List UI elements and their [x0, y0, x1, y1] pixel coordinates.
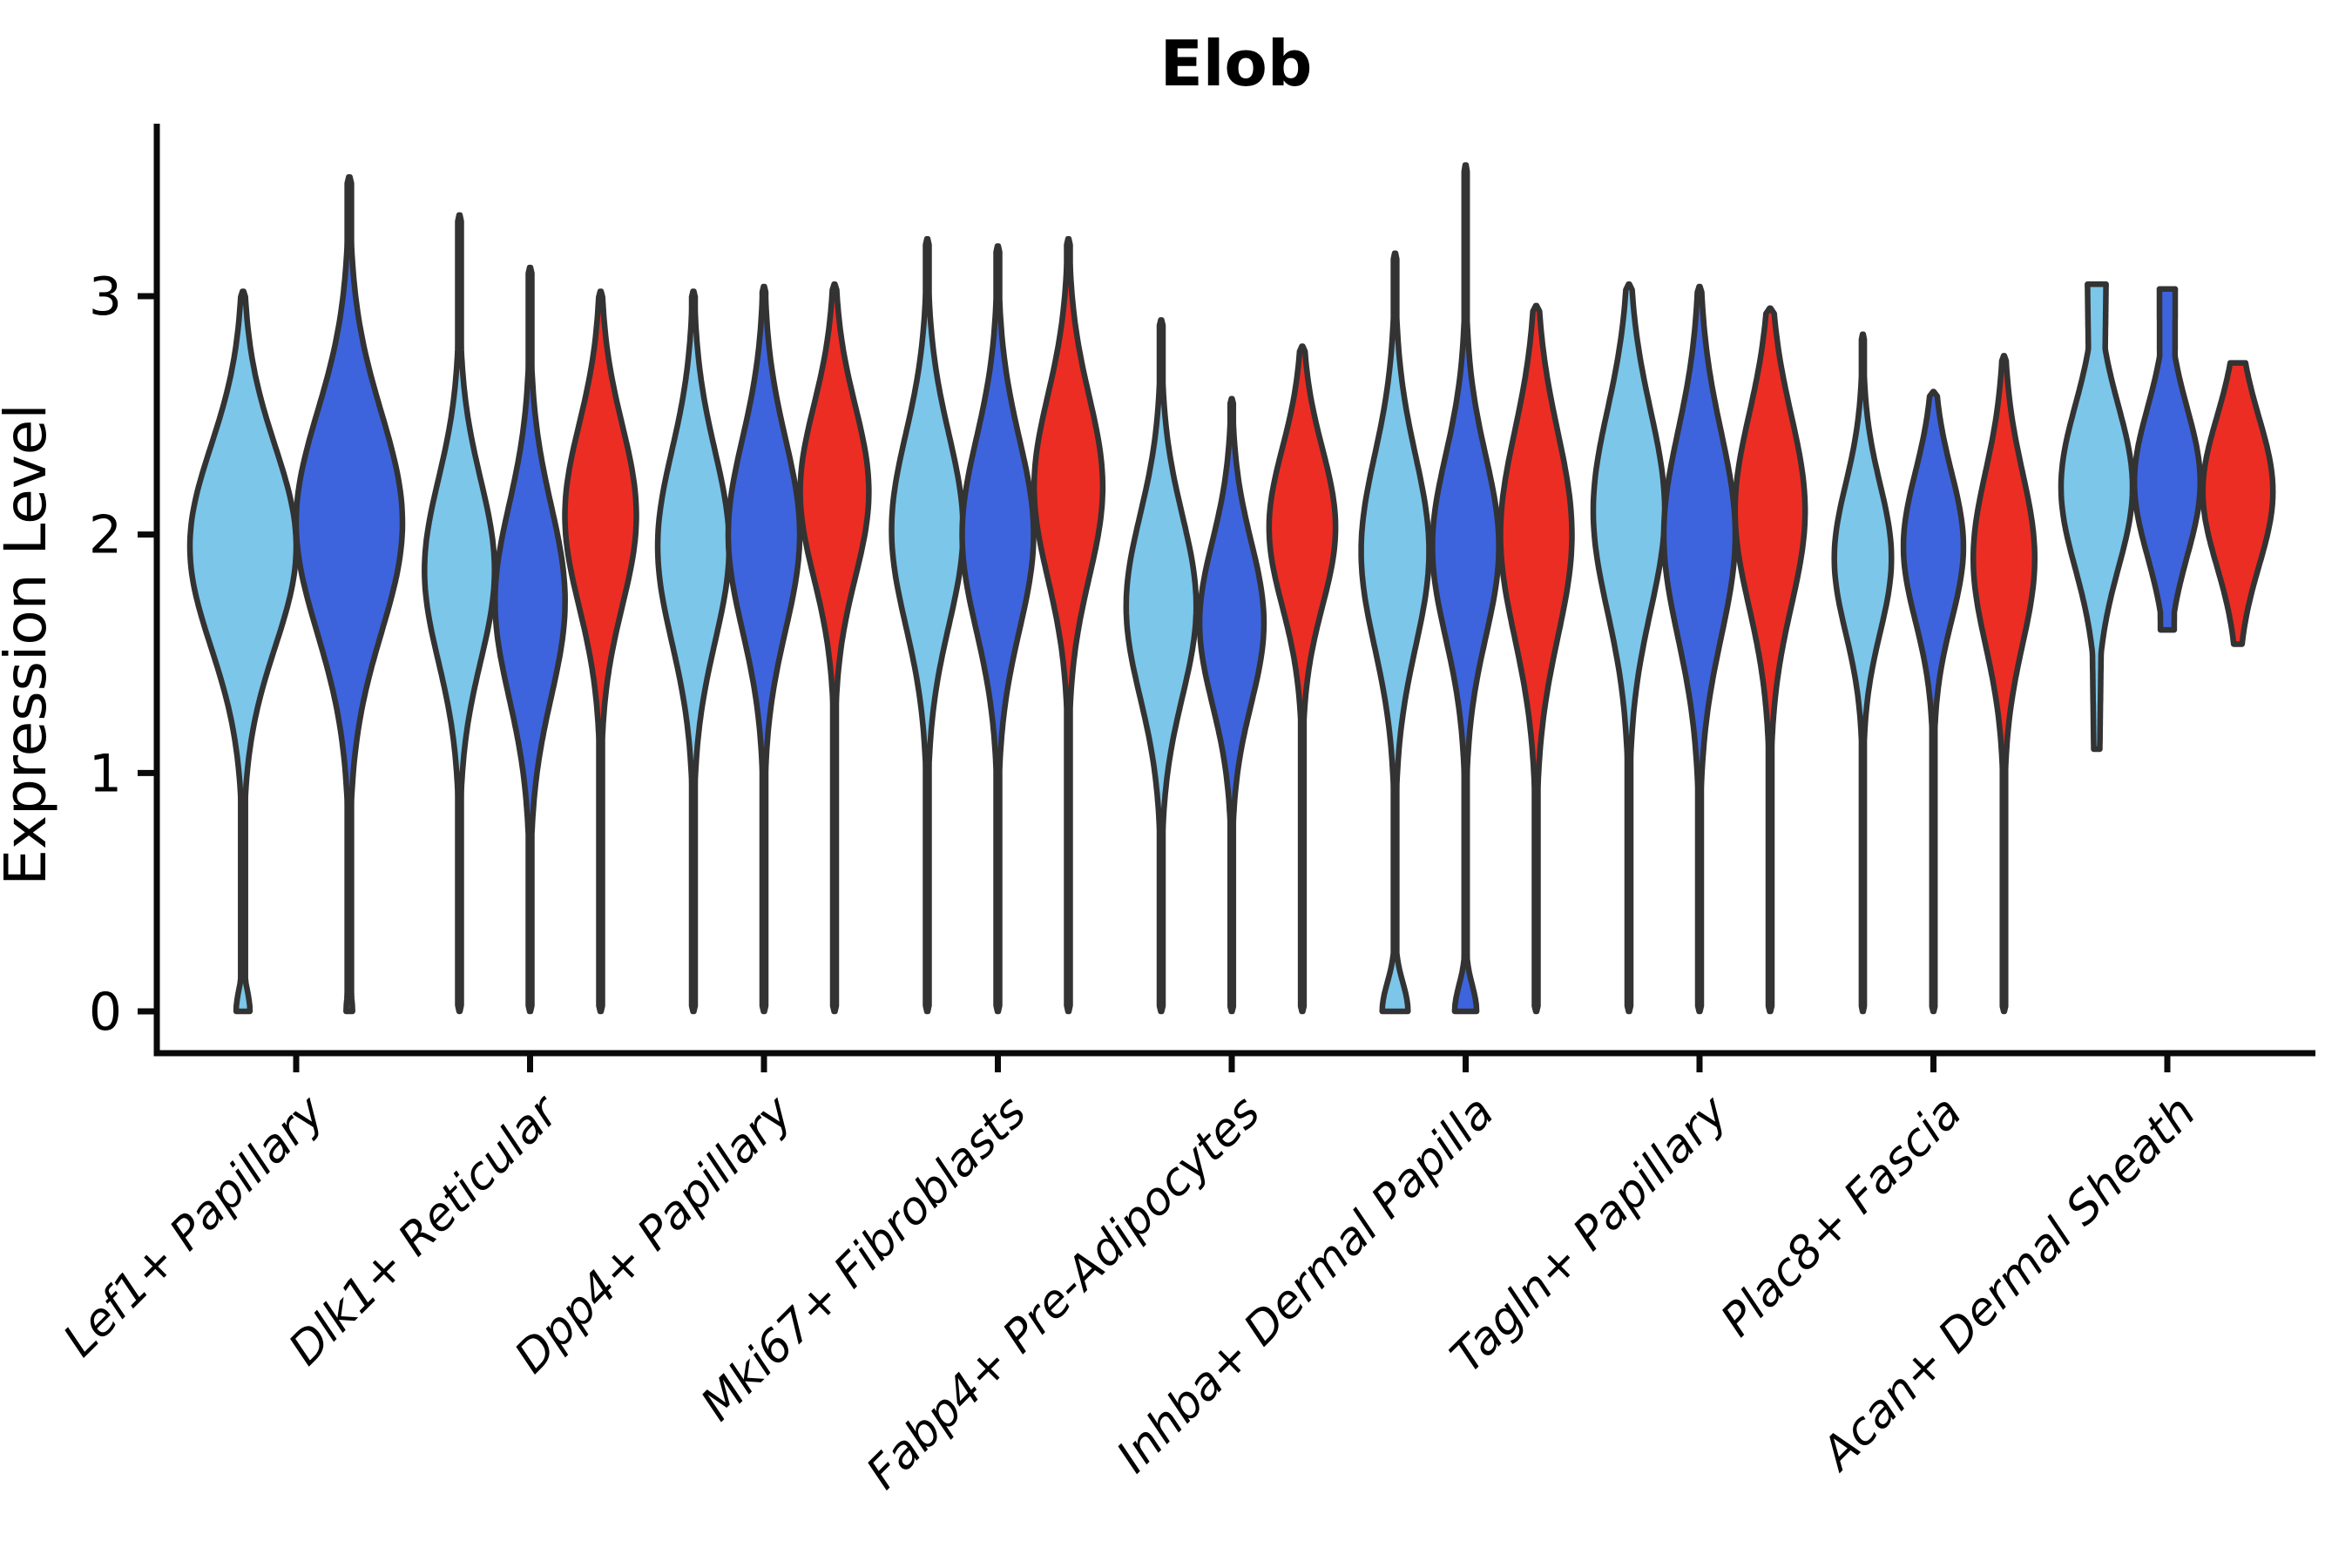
- violin-inhba-dermal-papilla-blue: [1429, 162, 1502, 1015]
- violin-dlk1-reticular-blue: [492, 264, 568, 1015]
- y-tick-label: 3: [89, 267, 122, 328]
- violin-lef1-papillary-blue: [293, 173, 406, 1015]
- violin-plac8-fascia-blue: [1900, 389, 1967, 1015]
- violin-tagln-papillary-light_blue: [1590, 281, 1668, 1015]
- violin-mki67-fibroblasts-light_blue: [889, 236, 966, 1015]
- y-tick-label: 2: [89, 505, 122, 566]
- x-tick-label: Inhba+ Dermal Papilla: [1107, 1086, 1504, 1484]
- violin-dlk1-reticular-light_blue: [422, 212, 497, 1015]
- violin-inhba-dermal-papilla-light_blue: [1358, 250, 1432, 1015]
- y-axis-label: Expression Level: [0, 403, 59, 885]
- y-tick-label: 0: [89, 982, 122, 1043]
- axes-layer: [138, 124, 2315, 1072]
- violin-mki67-fibroblasts-blue: [959, 243, 1037, 1015]
- violin-tagln-papillary-red: [1732, 305, 1808, 1015]
- violin-plac8-fascia-red: [1970, 353, 2038, 1015]
- violin-plac8-fascia-light_blue: [1831, 331, 1895, 1015]
- plot-title: Elob: [1160, 27, 1313, 100]
- violin-fabp4-pre-adipocytes-red: [1266, 343, 1339, 1015]
- violin-acan-dermal-sheath-light_blue: [2058, 281, 2136, 753]
- violin-acan-dermal-sheath-red: [2200, 360, 2276, 647]
- violin-tagln-papillary-blue: [1660, 283, 1739, 1015]
- violin-mki67-fibroblasts-red: [1031, 236, 1106, 1015]
- violins-layer: [186, 162, 2276, 1015]
- violin-dpp4-papillary-light_blue: [654, 288, 733, 1015]
- axis-spines: [153, 124, 2315, 1057]
- violin-acan-dermal-sheath-blue: [2132, 286, 2203, 633]
- violin-inhba-dermal-papilla-red: [1497, 302, 1575, 1015]
- x-tick-label: Fabp4+ Pre-Adipocytes: [857, 1086, 1271, 1500]
- violin-lef1-papillary-light_blue: [186, 288, 300, 1015]
- violin-dlk1-reticular-red: [562, 288, 639, 1015]
- violin-dpp4-papillary-red: [797, 281, 872, 1015]
- violin-dpp4-papillary-blue: [725, 283, 803, 1015]
- violin-fabp4-pre-adipocytes-blue: [1196, 395, 1267, 1015]
- y-tick-labels: 0 1 2 3: [89, 267, 122, 1043]
- violin-fabp4-pre-adipocytes-light_blue: [1123, 317, 1200, 1015]
- x-tick-label: Plac8+ Fascia: [1711, 1086, 1971, 1347]
- x-tick-label: Acan+ Dermal Sheath: [1810, 1086, 2206, 1482]
- y-tick-label: 1: [89, 743, 122, 804]
